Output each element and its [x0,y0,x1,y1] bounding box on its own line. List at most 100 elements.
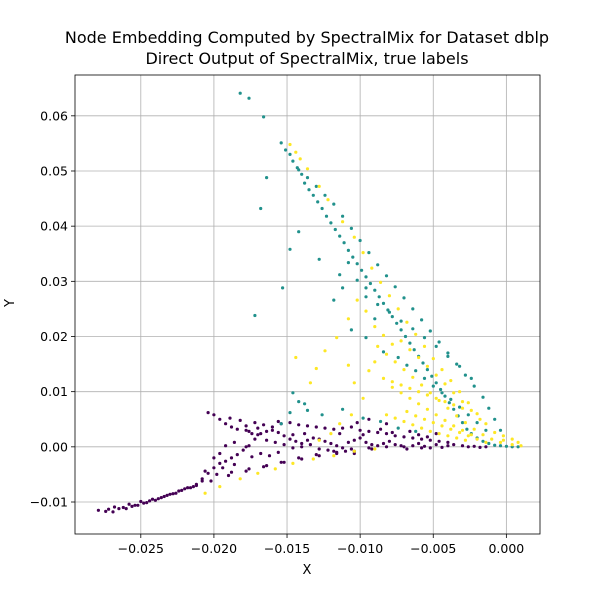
data-point [300,445,304,449]
data-point [421,361,425,365]
data-point [443,394,447,398]
data-point [358,238,362,243]
data-point [360,268,364,272]
data-point [376,344,380,348]
data-point [341,286,345,290]
data-point [361,251,365,255]
data-point [117,507,121,511]
data-point [335,444,339,448]
data-point [452,424,456,428]
data-point [165,493,169,497]
data-point [408,396,412,400]
data-point [153,498,157,502]
data-point [224,444,228,448]
data-point [420,383,424,387]
data-point [235,453,239,457]
data-point [466,445,470,449]
data-point [180,488,184,492]
data-point [130,504,134,508]
data-point [472,384,476,388]
data-point [291,461,295,465]
data-point [294,439,298,443]
data-point [346,363,350,367]
data-point [405,447,409,451]
data-point [273,440,277,444]
data-point [431,421,435,425]
x-axis-label: X [303,563,312,578]
data-point [215,472,219,476]
data-point [361,433,365,437]
data-point [390,315,394,319]
data-point [422,344,427,348]
data-point [414,332,418,336]
data-point [430,374,434,378]
data-point [422,336,427,340]
data-point [145,501,149,505]
data-point [367,429,371,433]
data-point [425,368,429,372]
data-point [428,329,432,333]
data-point [411,444,415,448]
data-point [478,445,482,449]
data-point [317,454,321,458]
data-point [311,457,315,461]
data-point [288,152,292,156]
data-point [377,295,381,299]
data-point [466,434,470,438]
data-point [307,188,311,192]
data-point [460,421,465,425]
data-point [449,379,453,383]
data-point [443,418,447,422]
data-point [297,230,301,234]
data-point [335,450,339,454]
data-point [412,348,416,352]
data-point [351,255,355,259]
data-point [460,400,465,404]
data-point [422,417,427,421]
data-point [440,424,444,428]
data-point [414,414,418,418]
x-tick-label: −0.020 [191,541,237,556]
data-point [475,412,479,416]
data-point [428,391,432,395]
data-point [417,390,421,394]
data-point [342,241,346,245]
data-point [256,433,260,437]
data-point [139,499,143,504]
data-point [221,466,225,470]
data-point [281,286,285,290]
data-point [396,307,400,311]
data-point [420,446,424,450]
y-tick-label: 0.06 [40,108,68,123]
data-point [279,460,283,464]
data-point [314,453,318,457]
data-point [352,449,356,453]
data-point [395,321,399,325]
data-point [399,319,403,323]
data-point [463,438,467,442]
data-point [414,429,418,433]
data-point [402,419,406,424]
data-point [493,417,497,421]
data-point [446,354,450,358]
data-point [288,142,292,147]
data-point [376,263,380,267]
data-point [250,432,254,436]
data-point [516,445,520,449]
data-point [314,366,318,371]
data-point [484,440,488,444]
data-point [484,445,488,449]
data-point [206,471,210,475]
data-point [253,421,257,425]
data-point [373,360,377,364]
data-point [466,401,470,405]
data-point [510,445,514,449]
data-point [329,441,333,446]
data-point [431,384,435,388]
data-point [393,360,397,364]
data-point [458,390,462,394]
data-point [405,320,409,324]
data-point [291,433,295,437]
data-point [498,440,503,444]
data-point [212,466,216,470]
